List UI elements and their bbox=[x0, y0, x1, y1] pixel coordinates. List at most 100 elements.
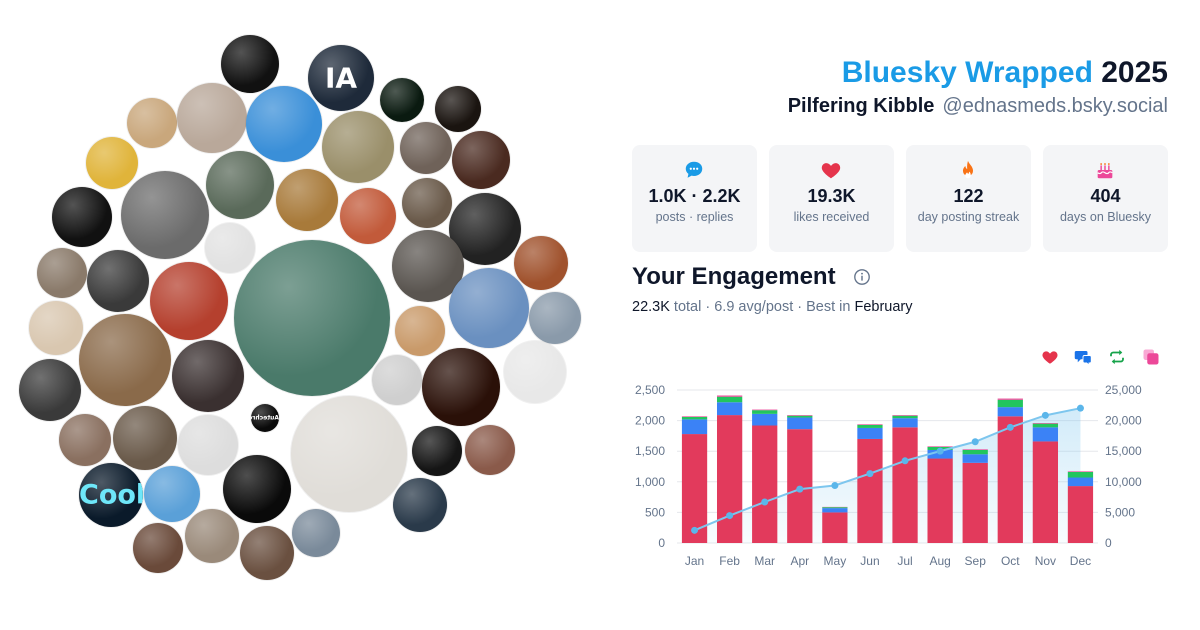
avatar[interactable] bbox=[37, 248, 87, 298]
engagement-title: Your Engagement bbox=[632, 263, 836, 290]
stat-card-streak: 122 day posting streak bbox=[906, 145, 1031, 252]
cumulative-point bbox=[1076, 404, 1084, 412]
x-tick-label: Apr bbox=[790, 554, 809, 568]
y-right-tick-label: 15,000 bbox=[1105, 444, 1142, 458]
avatar[interactable] bbox=[465, 425, 515, 475]
bar-segment bbox=[892, 427, 918, 543]
avatar[interactable] bbox=[322, 111, 394, 183]
bar-segment bbox=[1032, 423, 1059, 428]
avatar[interactable] bbox=[177, 83, 247, 153]
avatar[interactable] bbox=[246, 86, 322, 162]
y-left-tick-label: 500 bbox=[645, 505, 665, 519]
avatar-label: Autechre bbox=[251, 414, 279, 422]
x-tick-label: May bbox=[824, 554, 847, 568]
bar-segment bbox=[716, 415, 743, 543]
avatar[interactable] bbox=[172, 340, 244, 412]
avatar[interactable] bbox=[234, 240, 390, 396]
page-title: Bluesky Wrapped 2025 bbox=[842, 56, 1168, 90]
bar-segment bbox=[892, 415, 918, 416]
avatar[interactable] bbox=[223, 455, 291, 523]
bar-segment bbox=[857, 424, 883, 428]
avatar[interactable] bbox=[86, 137, 138, 189]
avatar[interactable] bbox=[144, 466, 200, 522]
avatar[interactable] bbox=[205, 223, 255, 273]
avatar[interactable] bbox=[449, 268, 529, 348]
engagement-total: 22.3K bbox=[632, 299, 670, 315]
bar-segment bbox=[822, 508, 848, 513]
cumulative-point bbox=[796, 485, 804, 493]
bar-segment bbox=[997, 398, 1023, 400]
avatar[interactable] bbox=[29, 301, 83, 355]
bar-segment bbox=[1032, 441, 1059, 543]
cumulative-point bbox=[761, 498, 769, 506]
bar-segment bbox=[997, 407, 1023, 417]
stat-label: likes received bbox=[793, 210, 870, 224]
bar-segment bbox=[752, 425, 778, 543]
avatar[interactable] bbox=[113, 406, 177, 470]
avatar[interactable] bbox=[185, 509, 239, 563]
avatar[interactable] bbox=[206, 151, 274, 219]
info-icon[interactable] bbox=[853, 268, 871, 286]
avatar[interactable] bbox=[291, 396, 407, 512]
avatar[interactable]: IA bbox=[308, 45, 374, 111]
avatar[interactable] bbox=[221, 35, 279, 93]
avatar[interactable] bbox=[52, 187, 112, 247]
avatar[interactable] bbox=[292, 509, 340, 557]
bar-segment bbox=[1067, 486, 1094, 543]
avatar[interactable] bbox=[19, 359, 81, 421]
reply-icon[interactable] bbox=[1074, 348, 1092, 366]
avatar[interactable] bbox=[178, 415, 238, 475]
x-tick-label: Dec bbox=[1070, 554, 1091, 568]
avatar[interactable] bbox=[402, 178, 452, 228]
bar-segment bbox=[787, 417, 813, 430]
avatar[interactable] bbox=[400, 122, 452, 174]
bar-segment bbox=[1067, 472, 1094, 478]
bar-segment bbox=[962, 449, 988, 450]
avatar[interactable] bbox=[514, 236, 568, 290]
repost-icon[interactable] bbox=[1108, 348, 1126, 366]
avatar[interactable] bbox=[127, 98, 177, 148]
stat-card-days: 404 days on Bluesky bbox=[1043, 145, 1168, 252]
bar-segment bbox=[716, 402, 743, 416]
avatar[interactable] bbox=[276, 169, 338, 231]
x-tick-label: Aug bbox=[929, 554, 950, 568]
avatar[interactable] bbox=[452, 131, 510, 189]
heart-icon[interactable] bbox=[1041, 348, 1059, 366]
heart-icon bbox=[821, 163, 841, 179]
avatar[interactable] bbox=[150, 262, 228, 340]
avatar[interactable]: Cool bbox=[79, 463, 143, 527]
avatar[interactable] bbox=[395, 306, 445, 356]
bar-segment bbox=[927, 446, 953, 447]
avatar[interactable] bbox=[133, 523, 183, 573]
avatar[interactable] bbox=[380, 78, 424, 122]
y-right-tick-label: 5,000 bbox=[1105, 505, 1135, 519]
y-left-tick-label: 1,500 bbox=[635, 444, 665, 458]
avatar[interactable] bbox=[504, 341, 566, 403]
avatar[interactable] bbox=[121, 171, 209, 259]
avatar[interactable] bbox=[87, 250, 149, 312]
bar-segment bbox=[857, 427, 883, 439]
bar-segment bbox=[681, 416, 708, 417]
x-tick-label: Jun bbox=[860, 554, 879, 568]
avatar[interactable] bbox=[435, 86, 481, 132]
avatar[interactable] bbox=[422, 348, 500, 426]
cumulative-point bbox=[1041, 411, 1049, 419]
avatar[interactable] bbox=[372, 355, 422, 405]
avatar[interactable] bbox=[412, 426, 462, 476]
avatar[interactable] bbox=[240, 526, 294, 580]
x-tick-label: Mar bbox=[754, 554, 775, 568]
avatar[interactable] bbox=[529, 292, 581, 344]
bar-segment bbox=[892, 415, 918, 419]
avatar[interactable] bbox=[340, 188, 396, 244]
engagement-chart: 0 500 1,000 1,500 2,000 2,500 0 5,000 10,000 15,0… bbox=[635, 383, 1142, 568]
cumulative-point bbox=[1006, 423, 1014, 431]
bar-segment bbox=[1067, 477, 1094, 487]
avatar[interactable] bbox=[79, 314, 171, 406]
avatar[interactable] bbox=[393, 478, 447, 532]
quote-icon[interactable] bbox=[1142, 348, 1160, 366]
y-right-tick-label: 0 bbox=[1105, 536, 1112, 550]
avatar[interactable] bbox=[59, 414, 111, 466]
avatar[interactable]: Autechre bbox=[251, 404, 279, 432]
bar-segment bbox=[681, 419, 708, 435]
bar-segment bbox=[997, 399, 1023, 408]
